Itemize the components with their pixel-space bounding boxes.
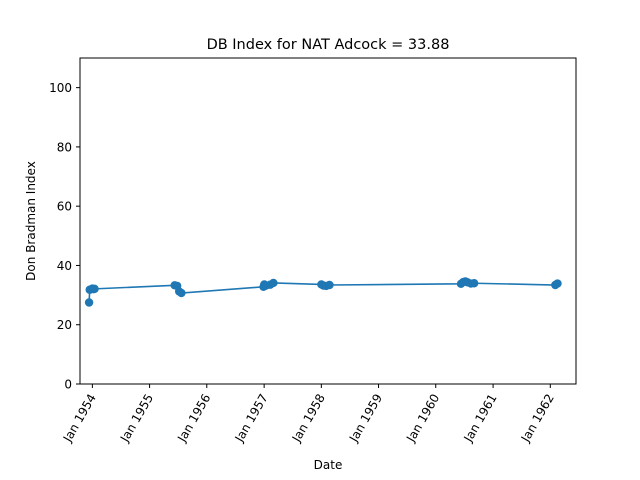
axes-frame — [79, 57, 577, 385]
y-tick-label: 0 — [64, 378, 72, 392]
chart-title: DB Index for NAT Adcock = 33.88 — [207, 37, 450, 53]
data-point — [177, 288, 186, 298]
data-point — [269, 278, 278, 288]
y-tick-label: 40 — [57, 259, 72, 273]
plot-area — [84, 277, 562, 307]
data-point — [325, 280, 334, 290]
y-tick-label: 80 — [57, 140, 72, 154]
data-point — [553, 279, 562, 288]
y-axis: 0 20 40 60 80 100 — [49, 81, 80, 392]
y-tick-label: 60 — [57, 200, 72, 214]
data-point — [84, 298, 94, 307]
x-axis-label: Date — [314, 458, 343, 472]
y-axis-label: Don Bradman Index — [24, 161, 38, 281]
data-point — [90, 284, 99, 294]
y-tick-label: 20 — [57, 318, 72, 332]
data-point — [469, 279, 479, 288]
y-tick-label: 100 — [49, 81, 72, 95]
